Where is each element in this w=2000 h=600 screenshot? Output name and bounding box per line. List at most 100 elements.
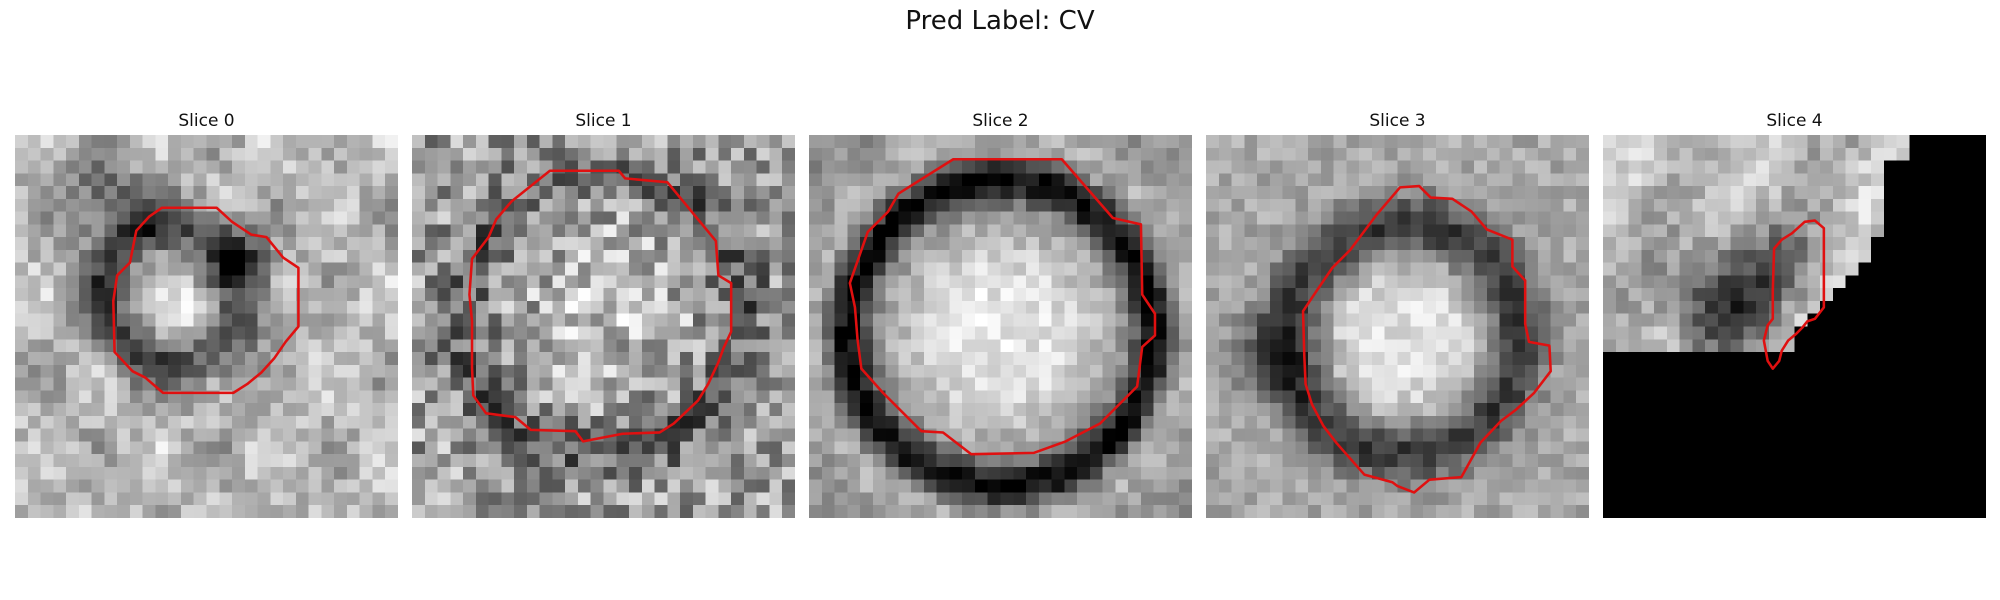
pixel	[1641, 224, 1655, 238]
figure-title: Pred Label: CV	[905, 6, 1095, 36]
pixel	[1628, 415, 1642, 429]
pixel	[1371, 160, 1385, 174]
pixel	[424, 300, 438, 314]
pixel	[1960, 339, 1974, 353]
pixel	[206, 224, 220, 238]
pixel	[1295, 300, 1309, 314]
pixel	[1140, 135, 1154, 149]
pixel	[1384, 313, 1398, 327]
pixel	[475, 352, 489, 366]
pixel	[450, 364, 464, 378]
pixel	[756, 364, 770, 378]
pixel	[1179, 492, 1192, 506]
pixel	[756, 224, 770, 238]
pixel	[1371, 262, 1385, 276]
pixel	[1295, 275, 1309, 289]
pixel	[526, 249, 540, 263]
pixel	[104, 390, 118, 404]
pixel	[1717, 415, 1731, 429]
pixel	[987, 237, 1001, 251]
pixel	[1832, 505, 1846, 518]
pixel	[1692, 288, 1706, 302]
pixel	[244, 160, 258, 174]
pixel	[180, 377, 194, 391]
pixel	[1397, 288, 1411, 302]
pixel	[1077, 352, 1091, 366]
pixel	[923, 198, 937, 212]
pixel	[1756, 198, 1770, 212]
pixel	[1934, 454, 1948, 468]
pixel	[911, 454, 925, 468]
pixel	[1871, 211, 1885, 225]
pixel	[359, 390, 373, 404]
pixel	[705, 262, 719, 276]
pixel	[475, 249, 489, 263]
pixel	[475, 147, 489, 161]
pixel	[629, 505, 643, 518]
pixel	[1206, 288, 1220, 302]
pixel	[756, 135, 770, 149]
pixel	[1257, 454, 1271, 468]
pixel	[412, 339, 426, 353]
pixel	[552, 211, 566, 225]
pixel	[1448, 403, 1462, 417]
pixel	[987, 198, 1001, 212]
pixel	[1550, 147, 1564, 161]
pixel	[1269, 466, 1283, 480]
pixel	[1692, 466, 1706, 480]
pixel	[321, 147, 335, 161]
pixel	[321, 313, 335, 327]
pixel	[91, 186, 105, 200]
pixel	[142, 390, 156, 404]
pixel	[193, 288, 207, 302]
pixel	[1781, 186, 1795, 200]
pixel	[1346, 377, 1360, 391]
pixel	[577, 339, 591, 353]
pixel	[1960, 275, 1974, 289]
pixel	[1051, 275, 1065, 289]
pixel	[1064, 492, 1078, 506]
pixel	[1435, 454, 1449, 468]
pixel	[15, 326, 29, 340]
pixel	[974, 454, 988, 468]
pixel	[1038, 313, 1052, 327]
pixel	[987, 479, 1001, 493]
slice-title: Slice 1	[575, 111, 632, 131]
pixel	[1244, 249, 1258, 263]
pixel	[1257, 224, 1271, 238]
pixel	[1179, 352, 1192, 366]
pixel	[501, 275, 515, 289]
pixel	[590, 186, 604, 200]
pixel	[232, 135, 246, 149]
pixel	[1717, 135, 1731, 149]
pixel	[936, 364, 950, 378]
pixel	[1140, 479, 1154, 493]
pixel	[1499, 275, 1513, 289]
pixel	[539, 135, 553, 149]
pixel	[1346, 198, 1360, 212]
pixel	[692, 428, 706, 442]
pixel	[385, 147, 398, 161]
pixel	[91, 415, 105, 429]
pixel	[1320, 339, 1334, 353]
pixel	[539, 403, 553, 417]
pixel	[731, 237, 745, 251]
pixel	[936, 390, 950, 404]
pixel	[1820, 441, 1834, 455]
pixel	[1858, 173, 1872, 187]
pixel	[40, 160, 54, 174]
pixel	[1474, 186, 1488, 200]
pixel	[769, 313, 783, 327]
pixel	[321, 198, 335, 212]
pixel	[488, 415, 502, 429]
pixel	[872, 211, 886, 225]
pixel	[590, 147, 604, 161]
pixel	[117, 288, 131, 302]
pixel	[1820, 173, 1834, 187]
pixel	[1973, 326, 1986, 340]
pixel	[1218, 377, 1232, 391]
pixel	[346, 186, 360, 200]
pixel	[1537, 224, 1551, 238]
pixel	[974, 135, 988, 149]
pixel	[232, 428, 246, 442]
